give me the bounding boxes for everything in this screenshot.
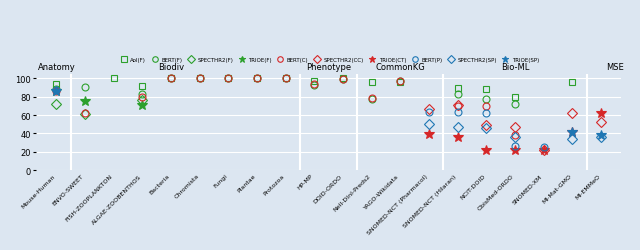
Text: CommonKG: CommonKG (376, 63, 425, 72)
Legend: Aol(F), BERT(F), SPECTHR2(F), TRIOE(F), BERT(C), SPECTHR2(CC), TRIOE(CT), BERT(P: Aol(F), BERT(F), SPECTHR2(F), TRIOE(F), … (117, 56, 540, 64)
Text: Bio-ML: Bio-ML (500, 63, 529, 72)
Text: Biodiv: Biodiv (158, 63, 184, 72)
Text: Phenotype: Phenotype (306, 63, 351, 72)
Text: MSE: MSE (606, 63, 624, 72)
Text: Anatomy: Anatomy (38, 63, 76, 72)
